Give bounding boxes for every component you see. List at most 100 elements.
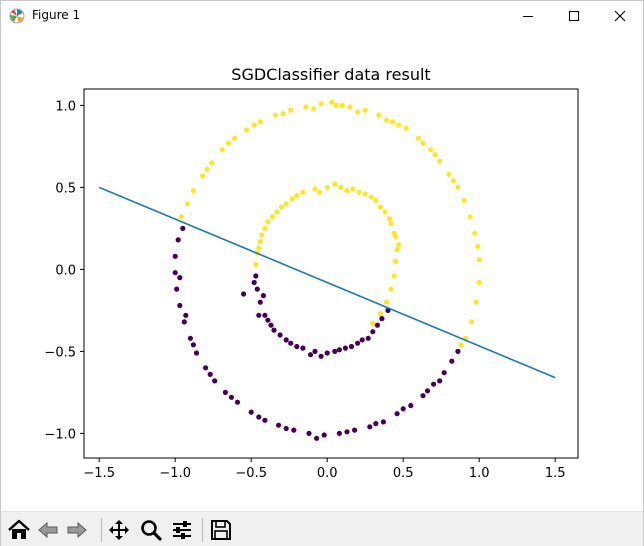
data-point [300,189,306,195]
data-point [181,319,187,325]
zoom-button[interactable] [137,516,165,544]
data-point [380,419,386,425]
y-tick-label: −0.5 [44,345,76,360]
data-point [256,414,262,420]
x-tick-label: −1.0 [159,466,191,481]
data-point [391,273,397,279]
data-point [265,219,271,225]
data-point [362,191,368,197]
decision-boundary-line [98,186,556,379]
data-point [432,152,438,158]
minimize-icon [523,16,533,17]
data-point [355,340,361,346]
save-button[interactable] [207,516,235,544]
series-0 [178,99,482,348]
data-point [222,389,228,395]
data-point [312,186,318,192]
data-point [253,261,259,268]
y-tick-label: −1.0 [44,427,76,442]
home-icon [8,519,30,539]
data-point [449,358,455,364]
data-point [455,348,461,354]
data-point [446,171,452,177]
data-point [260,293,266,299]
data-point [241,291,247,297]
x-tick-label: 1.5 [545,466,566,481]
data-point [374,322,380,328]
figure-canvas: SGDClassifier data result −1.5 −1.0 −0.5 0.… [1,31,643,511]
data-point [437,378,443,384]
data-point [388,220,394,227]
maximize-button[interactable] [551,1,597,31]
data-point [476,257,482,263]
data-point [231,135,238,141]
plot-area-frame [83,88,579,459]
data-point [283,337,289,343]
data-point [175,237,181,243]
data-point [307,352,314,358]
data-point [294,193,300,199]
data-point [277,332,283,338]
window-title: Figure 1 [32,8,81,22]
toolbar-separator [202,518,203,542]
data-point [342,345,348,351]
data-point [329,99,335,105]
data-point [318,101,324,107]
data-point [370,329,376,335]
data-point [396,122,402,128]
data-point [219,147,225,153]
data-point [377,311,383,317]
data-point [336,430,342,436]
data-point [225,140,231,146]
sliders-icon [173,521,191,539]
close-icon [614,10,626,22]
x-tick-label: 1.0 [469,466,490,481]
data-point [336,347,342,353]
data-point [428,147,434,153]
data-point [390,119,396,125]
data-point [276,422,282,428]
chart-title: SGDClassifier data result [231,65,430,84]
data-point [348,343,355,350]
data-point [441,370,447,376]
data-point [283,425,289,432]
data-point [288,340,294,346]
data-point [209,160,215,166]
data-point [303,104,309,110]
data-point [248,409,254,415]
data-point [359,337,365,343]
data-point [268,322,274,328]
y-tick-label: 1.0 [55,99,76,114]
data-point [204,166,210,172]
data-point [388,286,394,292]
pan-button[interactable] [105,516,133,544]
data-point [251,279,257,286]
data-point [312,348,318,354]
minimize-button[interactable] [505,1,551,31]
data-point [177,275,183,281]
back-button[interactable] [34,516,62,544]
data-point [318,353,324,359]
data-point [172,270,178,276]
close-button[interactable] [597,1,643,31]
data-point [373,421,379,427]
data-point [403,125,409,131]
forward-button[interactable] [63,516,91,544]
y-tick-label: 0.5 [55,181,76,196]
title-bar[interactable]: Figure 1 [1,1,643,31]
data-point [352,427,358,433]
y-tick-label: 0.0 [55,263,76,278]
data-point [262,417,268,423]
data-point [234,399,241,405]
home-button[interactable] [5,516,33,544]
decision-line-layer [98,186,556,379]
data-point [394,411,400,417]
data-point [251,122,257,128]
data-point [203,365,209,371]
data-point [200,173,206,179]
data-point [383,299,390,305]
data-point [256,312,262,318]
configure-subplots-button[interactable] [168,516,196,544]
data-point [386,216,393,222]
